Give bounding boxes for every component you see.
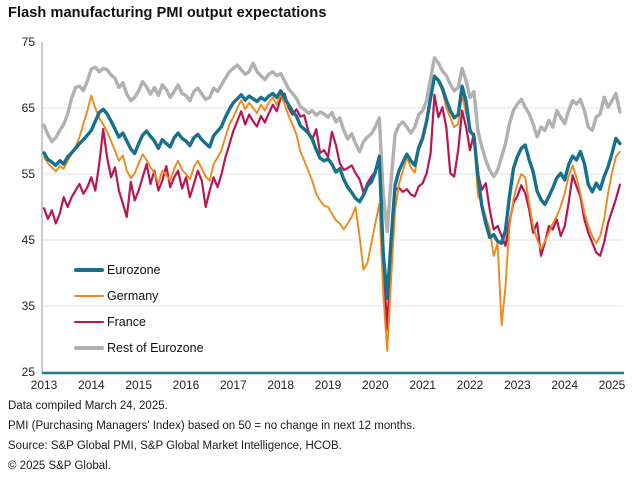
x-tick-label: 2023 [504,378,531,392]
x-tick-label: 2025 [599,378,626,392]
x-tick-label: 2014 [78,378,105,392]
x-tick-label: 2024 [551,378,578,392]
y-tick-label: 55 [22,167,36,181]
series-line-rest-of-eurozone [42,56,622,234]
x-tick-label: 2019 [315,378,342,392]
legend-swatch-eurozone-line [74,268,104,272]
x-tick-label: 2013 [31,378,58,392]
legend-label-france: France [107,315,146,329]
legend-item-france: France [74,309,204,335]
x-tick-label: 2015 [125,378,152,392]
series-line-germany [43,74,621,352]
legend-swatch-france-line [74,320,104,324]
legend: Eurozone Germany France Rest of Eurozone [74,257,204,361]
y-tick-label: 45 [22,233,36,247]
x-tick-label: 2017 [220,378,247,392]
y-tick-label: 35 [22,299,36,313]
footnotes: Data compiled March 24, 2025. PMI (Purch… [8,396,415,476]
series-line-france [42,92,622,331]
x-tick-label: 2018 [267,378,294,392]
legend-item-germany: Germany [74,283,204,309]
chart-title: Flash manufacturing PMI output expectati… [8,5,327,21]
y-tick-label: 75 [22,35,36,49]
legend-item-rest-of-eurozone: Rest of Eurozone [74,335,204,361]
legend-swatch-rest-of-eurozone-line [74,346,104,350]
footnote-copyright: © 2025 S&P Global. [8,460,111,472]
legend-label-germany: Germany [107,289,159,303]
y-tick-label: 25 [22,365,36,379]
legend-item-eurozone: Eurozone [74,257,204,283]
legend-label-rest-of-eurozone: Rest of Eurozone [107,341,204,355]
x-tick-label: 2022 [457,378,484,392]
series-line-eurozone [42,74,622,300]
legend-label-eurozone: Eurozone [107,263,161,277]
legend-swatch-germany-line [74,294,104,298]
x-tick-label: 2020 [362,378,389,392]
footnote-pmi-definition: PMI (Purchasing Managers' Index) based o… [8,420,416,432]
x-tick-label: 2021 [409,378,436,392]
footnote-data-compiled: Data compiled March 24, 2025. [8,400,168,412]
x-tick-label: 2016 [173,378,200,392]
y-tick-label: 65 [22,101,36,115]
footnote-source: Source: S&P Global PMI, S&P Global Marke… [8,440,342,452]
